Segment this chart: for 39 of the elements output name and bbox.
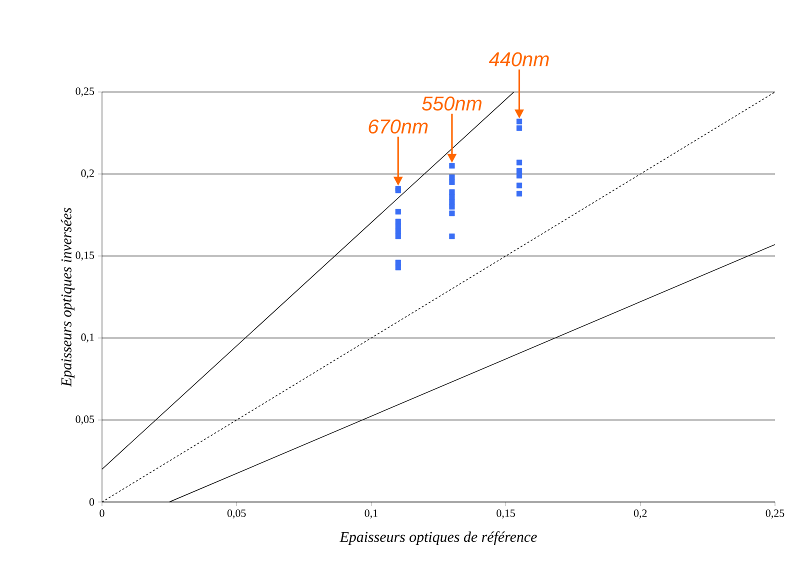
- point: [516, 182, 522, 188]
- point: [516, 125, 522, 131]
- point: [395, 234, 401, 240]
- point: [395, 218, 401, 224]
- y-tick-label: 0,05: [76, 416, 94, 424]
- y-tick-label: 0: [89, 498, 94, 506]
- point: [516, 172, 522, 178]
- x-tick-label: 0,1: [364, 510, 378, 518]
- point: [516, 190, 522, 196]
- point: [449, 189, 455, 195]
- point: [395, 224, 401, 230]
- point: [516, 160, 522, 166]
- y-tick-label: 0,15: [76, 252, 94, 260]
- point: [449, 204, 455, 210]
- y-axis-title: Epaisseurs optiques inversées: [60, 208, 74, 387]
- x-tick-label: 0,15: [496, 510, 515, 518]
- point: [449, 163, 455, 169]
- x-tick-label: 0,2: [634, 510, 647, 518]
- point: [449, 210, 455, 216]
- point: [395, 208, 401, 215]
- y-tick-label: 0,2: [81, 170, 94, 178]
- y-tick-label: 0,25: [76, 88, 94, 96]
- point: [449, 194, 455, 200]
- point: [395, 260, 401, 266]
- x-tick-label: 0: [100, 510, 104, 517]
- point: [516, 118, 522, 124]
- x-tick-label: 0,25: [766, 510, 784, 518]
- point: [449, 234, 455, 240]
- annotation: 670nm: [368, 119, 428, 134]
- point: [395, 264, 401, 270]
- point: [449, 174, 455, 180]
- annotation: 550nm: [422, 96, 482, 111]
- point: [395, 228, 401, 234]
- point: [449, 199, 455, 205]
- x-axis-title: Epaisseurs optiques de référence: [340, 531, 537, 546]
- point: [449, 179, 455, 185]
- x-tick-label: 0,05: [227, 510, 246, 518]
- annotation: 440nm: [488, 52, 549, 66]
- y-tick-label: 0,1: [81, 334, 94, 342]
